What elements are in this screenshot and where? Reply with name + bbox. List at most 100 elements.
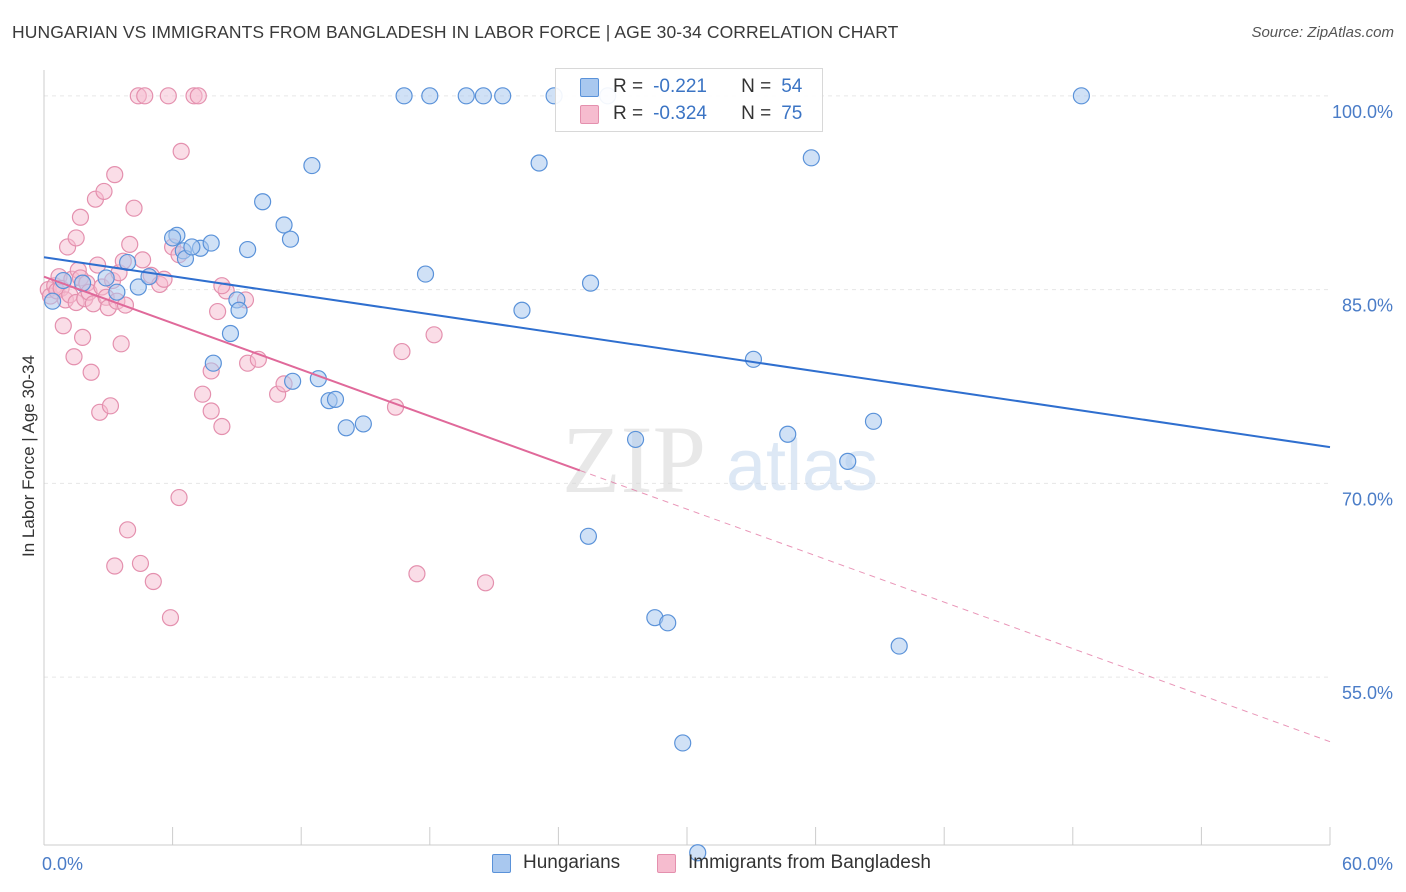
data-point-bangladesh (170, 488, 188, 507)
data-point-bangladesh (131, 554, 150, 573)
trend-line-bangladesh-extension (579, 469, 1331, 743)
data-point-hungarians (275, 216, 293, 234)
data-point-hungarians (474, 87, 492, 105)
stats-r-value: -0.324 (653, 103, 707, 124)
stats-row-hungarians: R = -0.221 N = 54 (580, 74, 802, 100)
data-point-hungarians (579, 527, 598, 545)
data-point-hungarians (326, 390, 345, 408)
data-point-hungarians (221, 324, 240, 343)
stats-n-label: N = (741, 76, 772, 97)
series-hungarians-points (43, 87, 1090, 862)
x-tick-label: 60.0% (1342, 854, 1393, 874)
data-point-bangladesh (73, 328, 92, 346)
data-point-hungarians (421, 87, 439, 105)
legend-item-bangladesh[interactable]: Immigrants from Bangladesh (657, 852, 931, 874)
data-point-hungarians (43, 292, 62, 310)
legend-label-bangladesh: Immigrants from Bangladesh (688, 852, 931, 873)
legend-swatch-hungarians (492, 853, 511, 873)
legend-swatch-bangladesh (657, 853, 676, 873)
data-point-bangladesh (112, 335, 130, 353)
data-point-bangladesh (136, 87, 154, 105)
watermark: ZIP atlas (562, 406, 878, 513)
data-point-bangladesh (65, 348, 83, 366)
data-point-bangladesh (133, 251, 152, 269)
y-tick-label: 55.0% (1342, 683, 1393, 703)
data-point-hungarians (97, 269, 115, 287)
chart-title: HUNGARIAN VS IMMIGRANTS FROM BANGLADESH … (12, 22, 899, 42)
legend-label-hungarians: Hungarians (523, 852, 621, 873)
data-point-bangladesh (159, 87, 177, 105)
data-point-hungarians (513, 301, 531, 319)
data-point-bangladesh (67, 229, 85, 247)
legend-item-hungarians[interactable]: Hungarians (492, 852, 620, 874)
data-point-hungarians (890, 637, 908, 655)
data-point-bangladesh (144, 572, 162, 591)
data-point-hungarians (164, 229, 182, 247)
series-legend: Hungarians Immigrants from Bangladesh (0, 852, 1406, 878)
y-tick-label: 85.0% (1342, 296, 1393, 316)
data-point-hungarians (659, 614, 677, 632)
trend-line-bangladesh (43, 275, 581, 472)
data-point-hungarians (864, 412, 883, 430)
data-point-bangladesh (476, 574, 495, 592)
stats-n-value: 75 (781, 103, 803, 124)
data-point-hungarians (839, 452, 857, 470)
y-tick-label: 70.0% (1342, 489, 1393, 509)
data-point-bangladesh (213, 417, 231, 436)
stats-row-bangladesh: R = -0.324 N = 75 (580, 101, 802, 127)
grid-lines (44, 95, 1330, 678)
stats-n-value: 54 (781, 76, 803, 97)
data-point-hungarians (626, 430, 645, 449)
data-point-bangladesh (95, 182, 113, 201)
data-point-hungarians (1072, 87, 1090, 105)
data-point-hungarians (129, 278, 147, 296)
x-tick-label: 0.0% (42, 854, 83, 874)
trend-lines (43, 256, 1331, 743)
data-point-bangladesh (194, 385, 212, 403)
data-point-hungarians (395, 87, 413, 105)
data-point-bangladesh (189, 87, 207, 105)
data-point-hungarians (108, 283, 126, 301)
source-label: Source: ZipAtlas.com (1251, 24, 1394, 41)
data-point-hungarians (337, 419, 355, 437)
watermark-zip: ZIP (562, 406, 706, 513)
data-point-bangladesh (209, 302, 227, 321)
data-point-hungarians (183, 238, 201, 256)
stats-r-label: R = (613, 103, 644, 124)
data-point-bangladesh (408, 565, 426, 583)
stats-r-label: R = (613, 76, 644, 97)
stats-swatch-bangladesh (580, 104, 599, 124)
data-point-hungarians (802, 149, 820, 167)
stats-n-label: N = (741, 103, 772, 124)
data-point-bangladesh (213, 277, 231, 295)
data-point-bangladesh (172, 142, 190, 160)
data-point-bangladesh (71, 208, 90, 226)
stats-swatch-hungarians (580, 77, 599, 97)
data-point-hungarians (239, 240, 257, 259)
y-tick-label: 100.0% (1332, 102, 1393, 122)
data-point-bangladesh (393, 342, 411, 361)
data-point-hungarians (204, 354, 222, 372)
watermark-atlas: atlas (726, 426, 878, 506)
data-point-hungarians (779, 425, 797, 443)
data-point-bangladesh (118, 521, 137, 539)
data-point-bangladesh (202, 402, 220, 420)
tick-labels: 100.0% 85.0% 70.0% 55.0% 0.0% 60.0% (42, 102, 1393, 874)
data-point-hungarians (689, 844, 707, 862)
data-point-hungarians (744, 350, 763, 368)
trend-line-hungarians (43, 256, 1331, 449)
data-point-bangladesh (54, 317, 72, 335)
data-point-bangladesh (161, 609, 180, 627)
data-point-bangladesh (121, 235, 139, 253)
data-point-hungarians (530, 154, 548, 172)
data-point-hungarians (281, 230, 300, 248)
data-point-hungarians (254, 193, 272, 211)
data-point-bangladesh (106, 166, 124, 184)
stats-legend: R = -0.221 N = 54 R = -0.324 N = 75 (555, 68, 823, 132)
data-point-bangladesh (82, 363, 100, 381)
data-point-hungarians (494, 87, 512, 105)
data-point-hungarians (354, 415, 372, 433)
stats-r-value: -0.221 (653, 76, 707, 97)
data-point-bangladesh (125, 199, 143, 217)
